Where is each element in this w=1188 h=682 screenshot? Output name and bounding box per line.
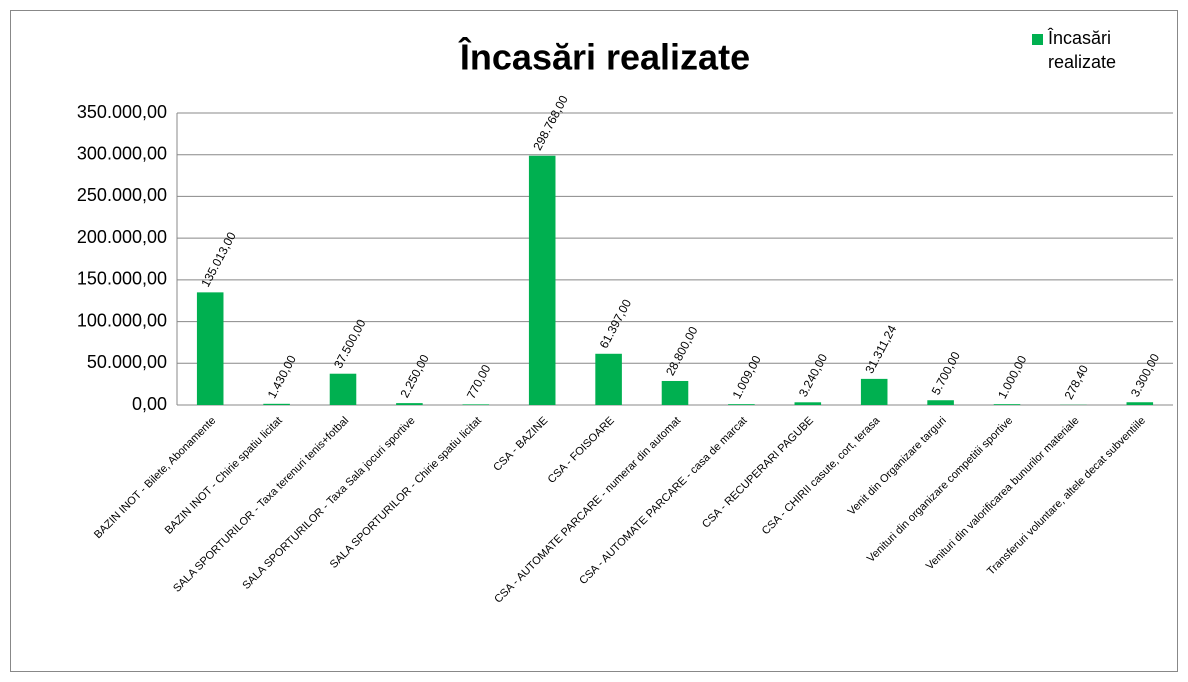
legend-swatch [1032,34,1043,45]
bar [263,403,290,405]
y-tick-label: 300.000,00 [77,143,167,163]
bar [794,402,822,405]
bar [927,400,954,405]
bar [860,378,888,405]
bar [329,373,357,405]
bar [1126,402,1154,405]
y-tick-label: 50.000,00 [87,352,167,372]
legend-label: Încasări realizate [1048,28,1117,72]
y-tick-label: 350.000,00 [77,102,167,122]
bar [993,404,1021,405]
chart-title: Încasări realizate [458,36,750,78]
bar [196,292,224,405]
bar [396,403,423,405]
y-tick-label: 200.000,00 [77,227,167,247]
y-tick-label: 100.000,00 [77,310,167,330]
bar [595,353,622,405]
bar [528,155,556,405]
legend: Încasări realizate [1032,26,1138,74]
bar [462,404,490,405]
y-tick-label: 150.000,00 [77,269,167,289]
bar [661,380,689,405]
y-tick-label: 250.000,00 [77,185,167,205]
bar [728,404,755,405]
y-tick-label: 0,00 [132,394,167,414]
